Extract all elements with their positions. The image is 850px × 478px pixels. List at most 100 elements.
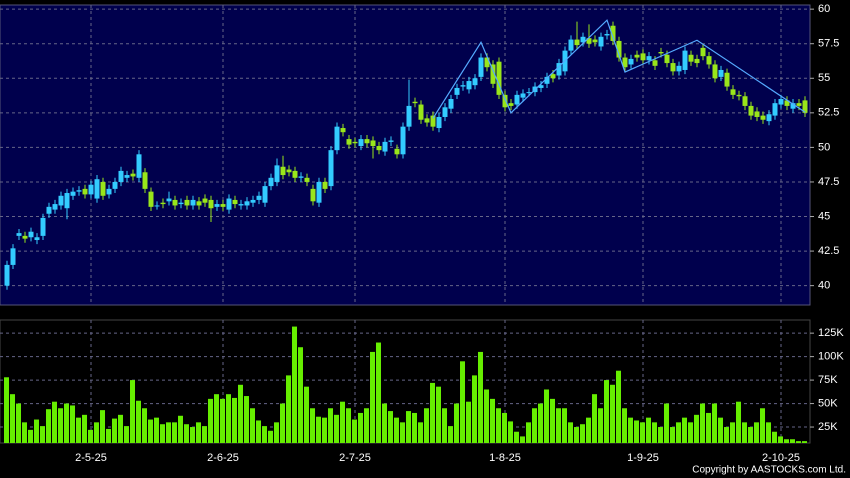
volume-bar xyxy=(382,403,387,443)
candle-body xyxy=(460,85,466,87)
volume-bar xyxy=(406,411,411,443)
candle-body xyxy=(568,39,574,51)
candle-body xyxy=(316,181,322,203)
candle-body xyxy=(706,56,712,65)
volume-bar xyxy=(688,422,693,443)
volume-bar xyxy=(478,351,483,443)
candle-body xyxy=(490,64,496,84)
candle-body xyxy=(346,139,352,145)
y-tick-label: 52.5 xyxy=(818,107,839,119)
volume-bar xyxy=(448,426,453,443)
candle-body xyxy=(136,154,142,178)
candle-body xyxy=(298,176,304,178)
volume-bar xyxy=(724,427,729,443)
y-tick-label: 50 xyxy=(818,141,830,153)
candle-body xyxy=(472,78,478,86)
candle-body xyxy=(142,172,148,189)
candle-body xyxy=(160,202,166,205)
volume-bar xyxy=(100,410,105,443)
candle-body xyxy=(196,201,202,206)
volume-bar xyxy=(70,405,75,443)
candle-body xyxy=(40,217,46,236)
volume-bar xyxy=(514,431,519,443)
candle-body xyxy=(130,173,136,177)
candle-body xyxy=(292,170,298,178)
y-tick-label: 57.5 xyxy=(818,38,839,50)
volume-bar xyxy=(580,424,585,443)
y-tick-label: 47.5 xyxy=(818,176,839,188)
volume-bar xyxy=(634,420,639,443)
candle-body xyxy=(538,85,544,88)
candle-body xyxy=(16,233,22,236)
volume-bar xyxy=(166,422,171,443)
candle-body xyxy=(604,34,610,36)
candle-body xyxy=(754,111,760,117)
volume-bar xyxy=(400,422,405,443)
candle-body xyxy=(340,128,346,133)
volume-bar xyxy=(22,422,27,443)
volume-bar xyxy=(754,422,759,443)
candle-body xyxy=(148,191,154,207)
volume-bar xyxy=(334,414,339,443)
volume-bar xyxy=(454,403,459,443)
candle-body xyxy=(82,188,88,195)
volume-bar xyxy=(112,418,117,443)
volume-bar xyxy=(160,424,165,443)
candle-body xyxy=(124,175,130,178)
volume-bar xyxy=(472,375,477,443)
candle-body xyxy=(46,206,52,214)
x-tick-label: 2-6-25 xyxy=(207,452,239,464)
volume-bar xyxy=(52,401,57,443)
volume-bar xyxy=(322,417,327,443)
candle-body xyxy=(70,191,76,196)
candle-body xyxy=(178,202,184,205)
volume-bar xyxy=(184,424,189,443)
volume-bar xyxy=(460,361,465,443)
volume-bar xyxy=(64,403,69,443)
y-tick-label: 55 xyxy=(818,72,830,84)
candle-body xyxy=(712,64,718,79)
volume-bar xyxy=(10,394,15,443)
candle-body xyxy=(634,54,640,58)
volume-bar xyxy=(202,426,207,443)
volume-bar xyxy=(592,394,597,443)
y-tick-label: 45 xyxy=(818,210,830,222)
candle-body xyxy=(166,198,172,202)
candle-body xyxy=(430,115,436,127)
candle-body xyxy=(724,72,730,87)
candle-body xyxy=(508,103,514,106)
x-tick-label: 2-5-25 xyxy=(75,452,107,464)
candle-body xyxy=(10,248,16,265)
volume-bar xyxy=(466,401,471,443)
volume-bar xyxy=(172,422,177,443)
volume-bar xyxy=(88,429,93,443)
candle-body xyxy=(256,195,262,200)
volume-bar xyxy=(34,419,39,443)
y-tick-label: 42.5 xyxy=(818,245,839,257)
candle-body xyxy=(778,99,784,105)
candle-body xyxy=(184,199,190,206)
candle-body xyxy=(664,54,670,64)
volume-bar xyxy=(700,403,705,443)
volume-bar xyxy=(682,417,687,443)
copyright: Copyright by AASTOCKS.com Ltd. xyxy=(692,465,846,476)
volume-bar xyxy=(430,382,435,443)
candle-body xyxy=(466,81,472,90)
candle-body xyxy=(730,89,736,95)
volume-bar xyxy=(94,422,99,443)
candle-body xyxy=(454,87,460,95)
candle-body xyxy=(448,99,454,109)
volume-bar xyxy=(244,396,249,443)
candle-body xyxy=(22,235,28,239)
volume-bar xyxy=(364,408,369,443)
volume-bar xyxy=(502,412,507,443)
candle-body xyxy=(478,57,484,77)
volume-bar xyxy=(136,400,141,443)
volume-bar xyxy=(328,408,333,443)
volume-bar xyxy=(196,422,201,443)
candle-body xyxy=(100,181,106,196)
volume-bar xyxy=(226,394,231,443)
candle-body xyxy=(646,56,652,61)
volume-bar xyxy=(424,408,429,443)
volume-bar xyxy=(148,419,153,443)
